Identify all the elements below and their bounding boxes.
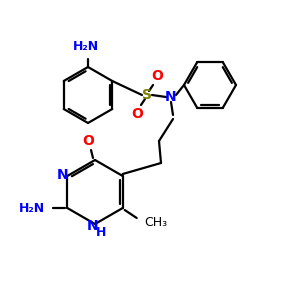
Text: O: O [151, 69, 163, 83]
Text: N: N [87, 219, 99, 233]
Text: O: O [82, 134, 94, 148]
Text: N: N [56, 168, 68, 182]
Text: CH₃: CH₃ [145, 217, 168, 230]
Text: H₂N: H₂N [19, 202, 45, 214]
Text: N: N [165, 90, 177, 104]
Text: H₂N: H₂N [73, 40, 99, 53]
Text: H: H [96, 226, 106, 239]
Text: O: O [131, 107, 143, 121]
Text: S: S [142, 88, 152, 102]
